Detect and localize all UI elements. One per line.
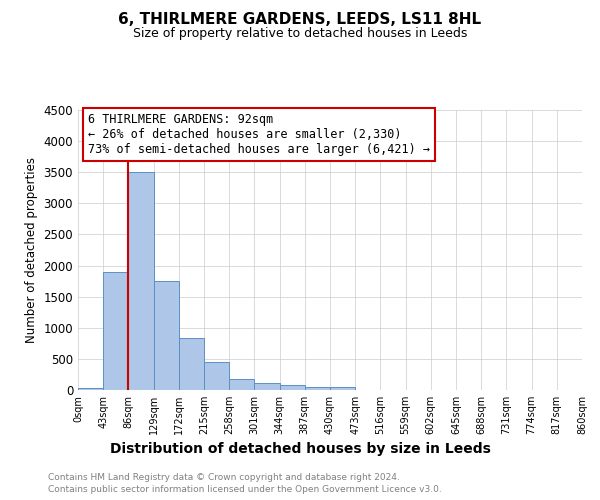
Text: Size of property relative to detached houses in Leeds: Size of property relative to detached ho… bbox=[133, 28, 467, 40]
Bar bbox=[330, 387, 355, 390]
Bar bbox=[280, 385, 305, 390]
Text: Contains public sector information licensed under the Open Government Licence v3: Contains public sector information licen… bbox=[48, 485, 442, 494]
Bar bbox=[179, 338, 204, 390]
Y-axis label: Number of detached properties: Number of detached properties bbox=[25, 157, 38, 343]
Text: 6, THIRLMERE GARDENS, LEEDS, LS11 8HL: 6, THIRLMERE GARDENS, LEEDS, LS11 8HL bbox=[118, 12, 482, 28]
Bar bbox=[154, 281, 179, 390]
Text: Contains HM Land Registry data © Crown copyright and database right 2024.: Contains HM Land Registry data © Crown c… bbox=[48, 472, 400, 482]
Bar bbox=[229, 380, 254, 390]
Bar bbox=[204, 362, 229, 390]
Bar bbox=[103, 272, 128, 390]
Bar bbox=[78, 388, 103, 390]
Text: 6 THIRLMERE GARDENS: 92sqm
← 26% of detached houses are smaller (2,330)
73% of s: 6 THIRLMERE GARDENS: 92sqm ← 26% of deta… bbox=[88, 113, 430, 156]
Bar bbox=[254, 383, 280, 390]
Text: Distribution of detached houses by size in Leeds: Distribution of detached houses by size … bbox=[110, 442, 490, 456]
Bar bbox=[128, 172, 154, 390]
Bar bbox=[305, 387, 330, 390]
